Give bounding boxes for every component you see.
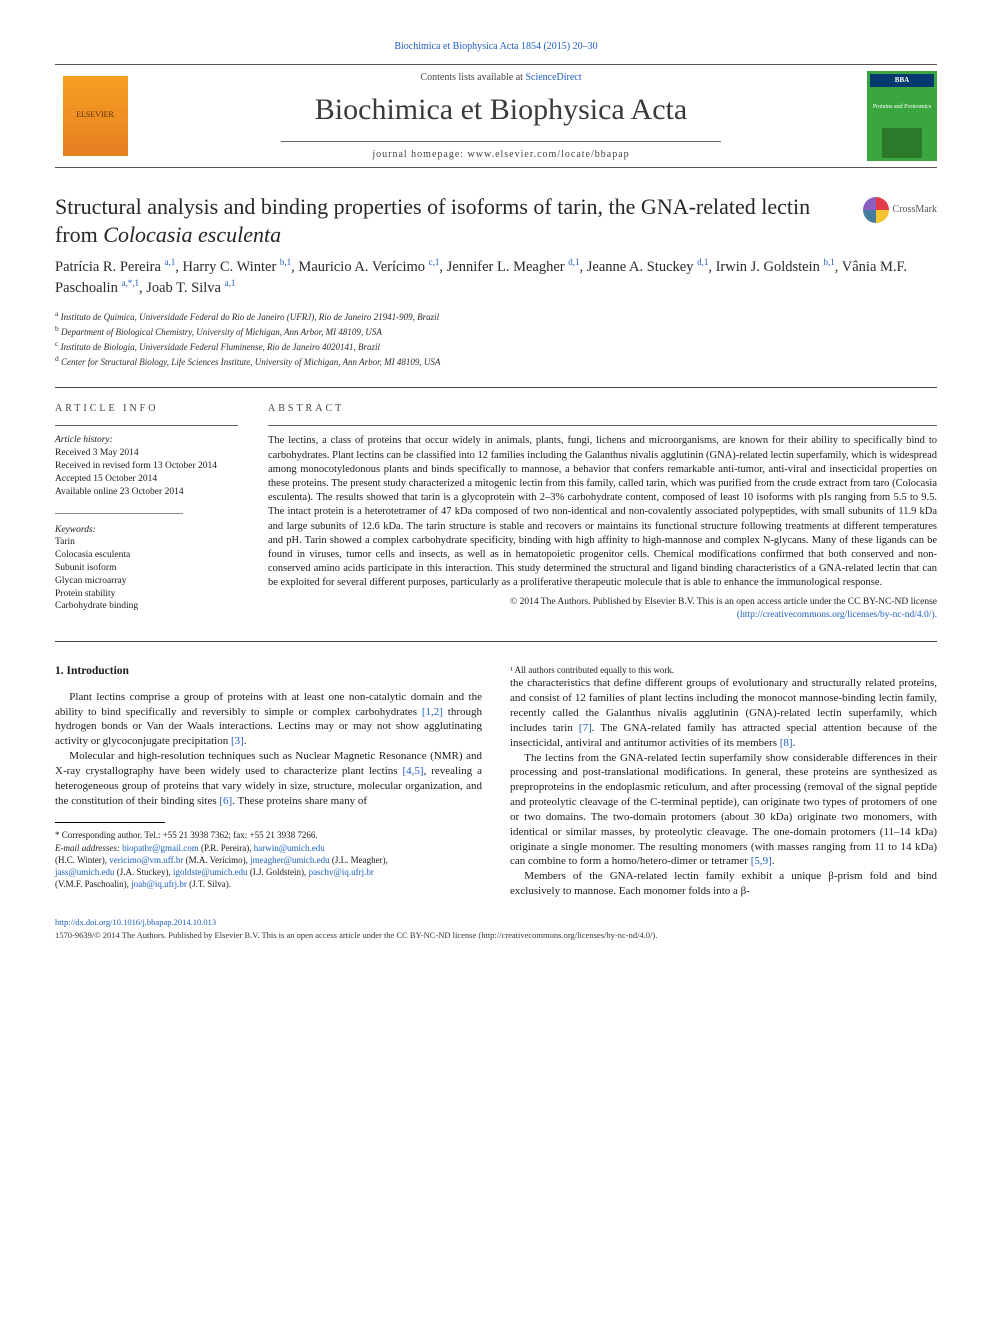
intro-p2: Molecular and high-resolution techniques… <box>55 749 482 808</box>
crossmark-badge[interactable]: CrossMark <box>863 197 937 223</box>
intro-p1: Plant lectins comprise a group of protei… <box>55 690 482 749</box>
journal-homepage: journal homepage: www.elsevier.com/locat… <box>135 148 867 162</box>
author-list: Patrícia R. Pereira a,1, Harry C. Winter… <box>55 256 937 299</box>
contents-available-line: Contents lists available at ScienceDirec… <box>135 71 867 85</box>
journal-header: ELSEVIER Contents lists available at Sci… <box>55 64 937 169</box>
doi-link[interactable]: http://dx.doi.org/10.1016/j.bbapap.2014.… <box>55 917 216 927</box>
elsevier-tree-icon: ELSEVIER <box>63 76 128 156</box>
article-title: Structural analysis and binding properti… <box>55 193 848 248</box>
article-info-label: ARTICLE INFO <box>55 402 238 416</box>
keywords-label: Keywords: <box>55 524 238 537</box>
journal-name: Biochimica et Biophysica Acta <box>135 90 867 131</box>
article-info-column: ARTICLE INFO Article history: Received 3… <box>55 388 250 641</box>
intro-p3: the characteristics that define differen… <box>510 676 937 750</box>
elsevier-logo: ELSEVIER <box>55 71 135 162</box>
intro-p5: Members of the GNA-related lectin family… <box>510 869 937 899</box>
intro-heading: 1. Introduction <box>55 664 482 680</box>
history-list: Received 3 May 2014Received in revised f… <box>55 447 238 498</box>
abstract-copyright: © 2014 The Authors. Published by Elsevie… <box>510 597 937 607</box>
keywords-list: TarinColocasia esculentaSubunit isoformG… <box>55 536 238 613</box>
top-citation-link[interactable]: Biochimica et Biophysica Acta 1854 (2015… <box>394 41 597 52</box>
abstract-label: ABSTRACT <box>268 402 937 416</box>
bottom-copyright: 1570-9639/© 2014 The Authors. Published … <box>55 930 937 941</box>
intro-p4: The lectins from the GNA-related lectin … <box>510 751 937 870</box>
license-link[interactable]: (http://creativecommons.org/licenses/by-… <box>737 610 937 620</box>
affiliations: a Instituto de Química, Universidade Fed… <box>55 309 937 369</box>
top-citation: Biochimica et Biophysica Acta 1854 (2015… <box>55 40 937 54</box>
abstract-column: ABSTRACT The lectins, a class of protein… <box>250 388 937 641</box>
email-addresses: E-mail addresses: biopatbr@gmail.com (P.… <box>55 842 482 891</box>
page-footer: http://dx.doi.org/10.1016/j.bbapap.2014.… <box>55 917 937 942</box>
sciencedirect-link[interactable]: ScienceDirect <box>525 72 581 83</box>
body-two-column: 1. Introduction Plant lectins comprise a… <box>55 664 937 899</box>
journal-cover-thumb: BBA Proteins and Proteomics <box>867 71 937 161</box>
history-label: Article history: <box>55 434 238 447</box>
abstract-text: The lectins, a class of proteins that oc… <box>268 434 937 590</box>
crossmark-icon <box>863 197 889 223</box>
corresponding-author: * Corresponding author. Tel.: +55 21 393… <box>55 829 482 841</box>
equal-contribution: ¹ All authors contributed equally to thi… <box>510 664 937 676</box>
